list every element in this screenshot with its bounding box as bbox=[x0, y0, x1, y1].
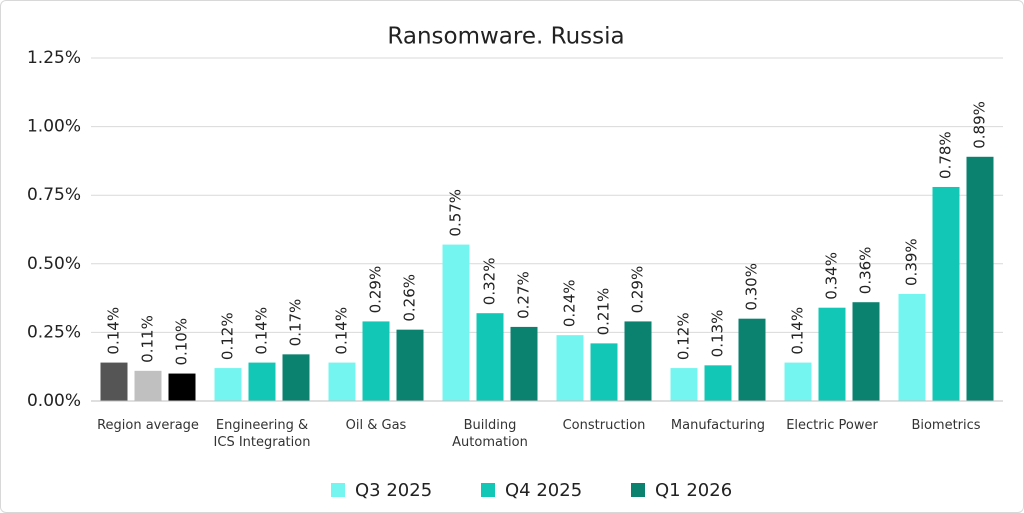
bar bbox=[282, 354, 310, 401]
value-label: 0.12% bbox=[675, 312, 693, 360]
bar bbox=[328, 362, 356, 401]
x-tick-label: Oil & Gas bbox=[345, 418, 407, 433]
chart-title: Ransomware. Russia bbox=[387, 24, 624, 50]
value-label: 0.24% bbox=[561, 279, 579, 327]
bar bbox=[510, 326, 538, 401]
y-tick-label: 0.50% bbox=[27, 254, 81, 274]
value-label: 0.14% bbox=[253, 307, 271, 355]
legend-swatch bbox=[481, 483, 495, 497]
bar bbox=[396, 329, 424, 401]
bar bbox=[556, 335, 584, 401]
value-label: 0.57% bbox=[447, 189, 465, 237]
value-label: 0.29% bbox=[367, 266, 385, 314]
bar bbox=[966, 156, 994, 401]
value-label: 0.13% bbox=[709, 310, 727, 358]
value-label: 0.26% bbox=[401, 274, 419, 322]
value-label: 0.29% bbox=[629, 266, 647, 314]
value-label: 0.89% bbox=[971, 101, 989, 149]
value-label: 0.39% bbox=[903, 238, 921, 286]
legend-label: Q3 2025 bbox=[355, 480, 432, 501]
value-label: 0.14% bbox=[789, 307, 807, 355]
value-label: 0.27% bbox=[515, 271, 533, 319]
bar bbox=[624, 321, 652, 401]
legend-swatch bbox=[631, 483, 645, 497]
bar bbox=[248, 362, 276, 401]
bar bbox=[932, 186, 960, 401]
value-label: 0.30% bbox=[743, 263, 761, 311]
x-tick-label: Manufacturing bbox=[670, 418, 766, 433]
legend-swatch bbox=[331, 483, 345, 497]
bar bbox=[362, 321, 390, 401]
y-tick-label: 0.00% bbox=[27, 391, 81, 411]
x-tick-label: Building Automation bbox=[452, 418, 528, 450]
value-label: 0.14% bbox=[105, 307, 123, 355]
y-tick-label: 1.25% bbox=[27, 48, 81, 68]
legend-label: Q1 2026 bbox=[655, 480, 732, 501]
legend-label: Q4 2025 bbox=[505, 480, 582, 501]
bar bbox=[214, 368, 242, 401]
bar bbox=[670, 368, 698, 401]
bar bbox=[898, 293, 926, 401]
bar bbox=[704, 365, 732, 401]
x-tick-label: Construction bbox=[562, 418, 646, 433]
x-tick-label: Region average bbox=[97, 418, 199, 433]
value-label: 0.78% bbox=[937, 131, 955, 179]
value-label: 0.21% bbox=[595, 288, 613, 336]
value-label: 0.34% bbox=[823, 252, 841, 300]
value-label: 0.17% bbox=[287, 299, 305, 347]
y-tick-label: 0.25% bbox=[27, 322, 81, 342]
bar bbox=[476, 313, 504, 401]
x-tick-label: Biometrics bbox=[911, 418, 981, 433]
value-label: 0.36% bbox=[857, 247, 875, 295]
bar bbox=[168, 373, 196, 401]
value-label: 0.10% bbox=[173, 318, 191, 366]
value-label: 0.12% bbox=[219, 312, 237, 360]
y-tick-label: 1.00% bbox=[27, 117, 81, 137]
x-tick-label: Engineering & ICS Integration bbox=[213, 418, 311, 450]
bar bbox=[852, 302, 880, 401]
bar bbox=[738, 318, 766, 401]
bar bbox=[100, 362, 128, 401]
value-label: 0.32% bbox=[481, 258, 499, 306]
bar bbox=[442, 244, 470, 401]
x-tick-label: Electric Power bbox=[786, 418, 878, 433]
bar bbox=[590, 343, 618, 401]
value-label: 0.11% bbox=[139, 315, 157, 363]
value-label: 0.14% bbox=[333, 307, 351, 355]
bar bbox=[818, 307, 846, 401]
y-tick-label: 0.75% bbox=[27, 185, 81, 205]
bar bbox=[784, 362, 812, 401]
bar bbox=[134, 370, 162, 401]
